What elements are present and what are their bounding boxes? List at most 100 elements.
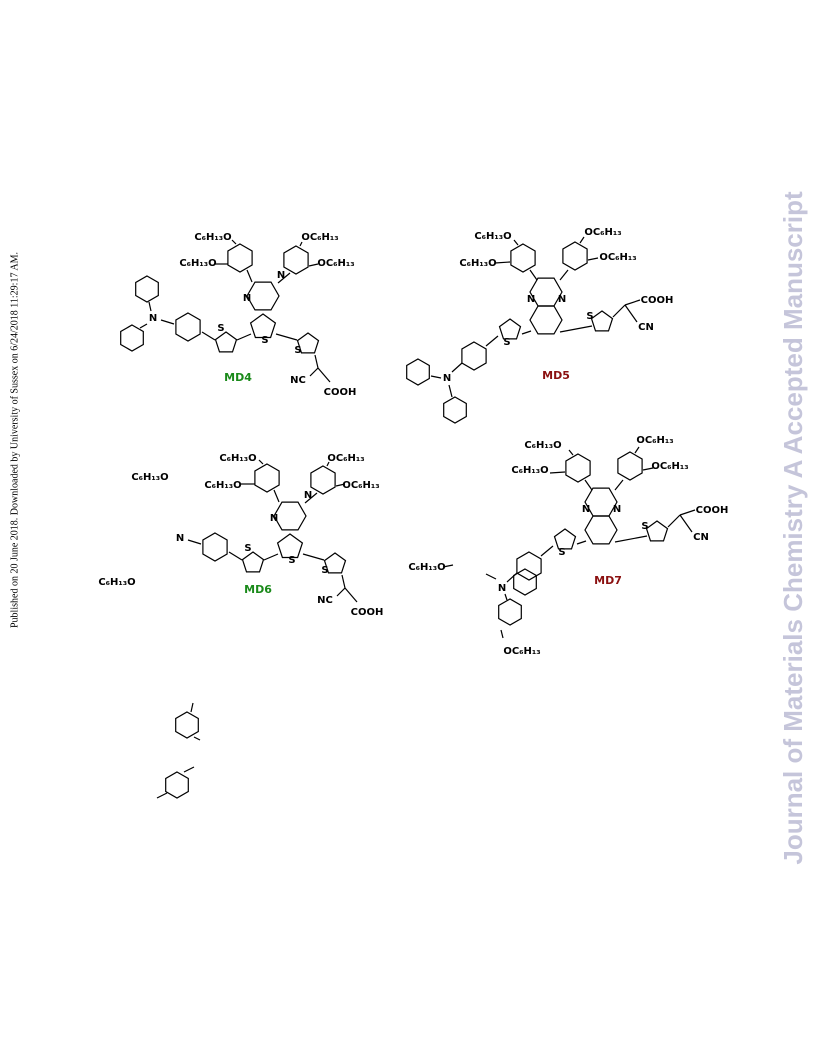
- thiophene-ring: [241, 551, 265, 573]
- atom-label: CN: [638, 322, 654, 333]
- compound-name: MD4: [224, 371, 252, 384]
- bond: [302, 553, 325, 561]
- benzene-ring: [273, 501, 307, 531]
- bond: [504, 593, 508, 601]
- benzene-ring: [120, 324, 144, 352]
- bond: [521, 330, 532, 335]
- atom-label: C₆H₁₃O: [98, 577, 135, 588]
- bond: [587, 257, 599, 261]
- atom-label: N: [498, 583, 506, 594]
- bond: [263, 553, 279, 561]
- atom-label: S: [261, 335, 268, 346]
- atom-label: S: [244, 543, 251, 554]
- bond: [584, 479, 593, 491]
- bond: [500, 629, 504, 639]
- benzene-ring: [310, 465, 336, 495]
- atom-label: NC: [317, 595, 333, 606]
- bond: [430, 375, 442, 379]
- bond: [624, 299, 641, 306]
- atom-label: C₆H₁₃O: [131, 472, 168, 483]
- benzene-ring: [565, 453, 591, 483]
- atom-label: OC₆H₁₃: [651, 461, 688, 472]
- benzene-ring: [175, 711, 199, 739]
- atom-label: C₆H₁₃O: [474, 231, 511, 242]
- bond: [549, 471, 566, 474]
- atom-label: N: [527, 294, 535, 305]
- atom-label: S: [503, 337, 510, 348]
- compound-name: MD6: [244, 583, 272, 596]
- benzene-ring: [513, 568, 537, 596]
- bond: [614, 535, 648, 543]
- bond: [448, 384, 453, 398]
- bond: [275, 333, 298, 341]
- atom-label: S: [217, 323, 224, 334]
- atom-label: C₆H₁₃O: [459, 258, 496, 269]
- benzene-ring: [246, 281, 280, 311]
- atom-label: C₆H₁₃O: [179, 258, 216, 269]
- atom-label: COOH: [696, 505, 729, 516]
- bond: [193, 736, 201, 741]
- thiophene-ring: [323, 552, 347, 574]
- thiophene-ring: [214, 331, 238, 353]
- side-note: Published on 20 June 2018. Downloaded by…: [9, 252, 20, 628]
- bond: [258, 459, 264, 465]
- atom-label: N: [613, 504, 621, 515]
- bond: [236, 333, 252, 341]
- bond: [679, 509, 696, 516]
- atom-label: N: [149, 313, 157, 324]
- bond: [559, 269, 569, 281]
- thiophene-ring: [645, 520, 669, 542]
- thiophene-ring: [590, 310, 614, 332]
- atom-label: OC₆H₁₃: [584, 227, 621, 238]
- atom-label: N: [176, 533, 184, 544]
- bond: [148, 301, 152, 312]
- atom-label: C₆H₁₃O: [524, 440, 561, 451]
- bond: [160, 319, 175, 325]
- bond: [540, 545, 554, 557]
- benzene-ring: [584, 515, 618, 545]
- bond: [341, 574, 346, 589]
- bond: [273, 489, 280, 503]
- atom-label: OC₆H₁₃: [503, 646, 540, 657]
- bond: [506, 572, 518, 583]
- compound-name: MD5: [542, 369, 570, 382]
- atom-label: S: [558, 547, 565, 558]
- benzene-ring: [175, 312, 201, 342]
- bond: [442, 564, 454, 568]
- atom-label: N: [277, 270, 285, 281]
- bond: [529, 269, 538, 281]
- atom-label: NC: [290, 375, 306, 386]
- atom-label: CN: [693, 532, 709, 543]
- atom-label: N: [582, 504, 590, 515]
- atom-label: COOH: [324, 387, 357, 398]
- bond: [336, 587, 346, 597]
- atom-label: N: [270, 513, 278, 524]
- bond: [634, 446, 640, 454]
- benzene-ring: [406, 358, 430, 386]
- atom-label: S: [641, 521, 648, 532]
- atom-label: OC₆H₁₃: [317, 258, 354, 269]
- bond: [314, 354, 319, 369]
- atom-label: N: [304, 490, 312, 501]
- bond: [679, 514, 693, 533]
- bond: [335, 483, 346, 487]
- bond: [576, 540, 587, 545]
- bond: [612, 304, 626, 318]
- thiophene-ring: [296, 332, 320, 354]
- bond: [156, 792, 168, 799]
- bond: [308, 263, 319, 267]
- bond: [494, 261, 511, 264]
- atom-label: C₆H₁₃O: [511, 465, 548, 476]
- bond: [309, 367, 319, 377]
- thiophene-ring: [276, 533, 304, 559]
- bond: [344, 587, 358, 603]
- bond: [485, 573, 497, 580]
- atom-label: S: [288, 555, 295, 566]
- bond: [299, 241, 303, 247]
- atom-label: OC₆H₁₃: [636, 435, 673, 446]
- bond: [451, 362, 463, 373]
- bond: [201, 331, 216, 341]
- benzene-ring: [254, 463, 280, 493]
- atom-label: C₆H₁₃O: [408, 562, 445, 573]
